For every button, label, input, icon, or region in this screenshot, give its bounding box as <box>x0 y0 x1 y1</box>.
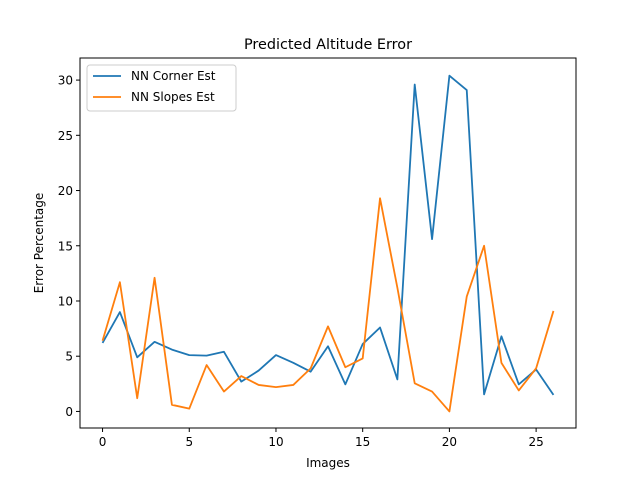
x-axis-label: Images <box>306 456 350 470</box>
legend-box <box>86 64 237 112</box>
y-tick-label: 5 <box>65 350 73 364</box>
chart-title: Predicted Altitude Error <box>244 37 412 53</box>
y-tick-label: 20 <box>58 184 73 198</box>
x-axis-ticks: 0 5 10 15 20 25 <box>99 428 544 449</box>
y-tick-label: 0 <box>65 405 73 419</box>
legend-label-nn-slopes-est: NN Slopes Est <box>131 90 215 104</box>
x-tick-label: 5 <box>185 435 193 449</box>
legend: NN Corner Est NN Slopes Est <box>86 64 237 112</box>
y-axis-label: Error Percentage <box>32 193 46 294</box>
y-tick-label: 30 <box>58 74 73 88</box>
series-line-nn-slopes-est <box>101 197 555 413</box>
series-line-nn-corner-est <box>101 74 555 396</box>
legend-label-nn-corner-est: NN Corner Est <box>131 69 216 83</box>
y-tick-label: 25 <box>58 129 73 143</box>
plot-frame <box>79 57 577 429</box>
x-tick-label: 25 <box>528 435 543 449</box>
x-tick-label: 0 <box>99 435 107 449</box>
plot-area <box>80 58 576 428</box>
axes-frame <box>79 57 577 429</box>
y-tick-label: 15 <box>58 239 73 253</box>
series-layer <box>101 74 555 413</box>
x-tick-label: 20 <box>442 435 457 449</box>
x-tick-label: 10 <box>268 435 283 449</box>
y-axis-ticks: 0 5 10 15 20 25 30 <box>58 74 80 419</box>
x-tick-label: 15 <box>355 435 370 449</box>
y-tick-label: 10 <box>58 294 73 308</box>
